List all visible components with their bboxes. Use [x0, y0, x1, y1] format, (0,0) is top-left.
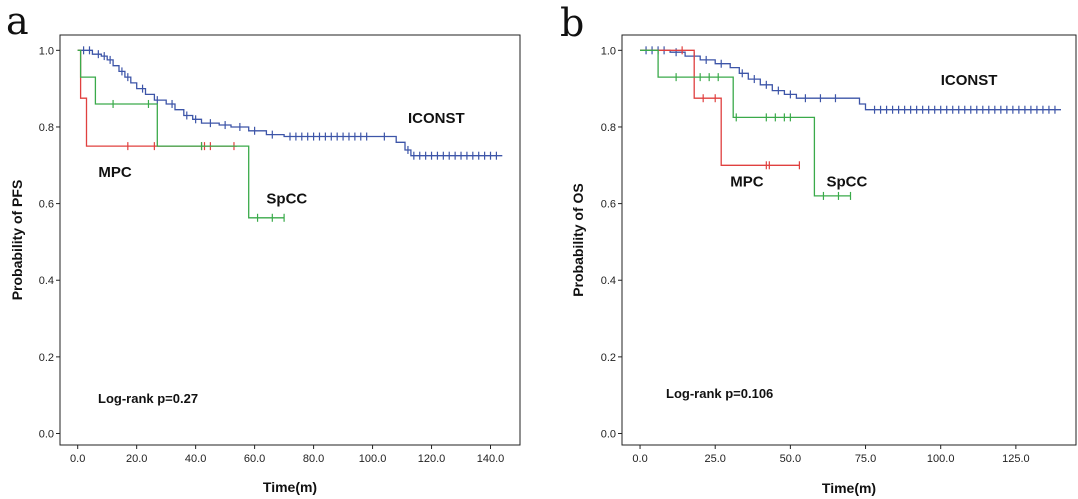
x-tick-label: 0.0	[70, 453, 85, 465]
x-tick-label: 80.0	[303, 453, 324, 465]
y-tick-label: 0.8	[39, 122, 54, 134]
x-axis-title: Time(m)	[822, 480, 876, 496]
series-iconst	[77, 46, 503, 160]
x-tick-label: 25.0	[704, 453, 725, 465]
plot-frame	[621, 34, 1077, 446]
y-axis-title: Probability of PFS	[9, 180, 25, 301]
y-tick-label: 0.4	[39, 275, 54, 287]
series-spcc	[640, 49, 852, 200]
survival-curve	[77, 49, 503, 157]
x-tick-label: 75.0	[855, 453, 876, 465]
y-tick-label: 0.0	[39, 429, 54, 441]
survival-curve	[640, 49, 800, 166]
plot-frame	[59, 34, 521, 446]
x-tick-label: 120.0	[418, 453, 446, 465]
panel-a: a 0.0 0.2 0.4 0.6 0.8 1.0 0.0 20.0 40.0 60.0 80.0 10…	[6, 0, 521, 495]
x-axis-title: Time(m)	[263, 479, 317, 495]
x-tick-label: 40.0	[185, 453, 206, 465]
x-tick-label: 125.0	[1002, 453, 1030, 465]
y-tick-label: 1.0	[601, 45, 616, 57]
survival-curve	[77, 49, 285, 219]
x-tick-label: 100.0	[927, 453, 955, 465]
series-label-mpc: MPC	[98, 164, 132, 181]
series-iconst	[640, 46, 1061, 114]
survival-curve	[640, 49, 1061, 111]
series-label-spcc: SpCC	[266, 191, 307, 208]
x-tick-label: 0.0	[632, 453, 647, 465]
series-label-iconst: ICONST	[941, 72, 998, 89]
x-tick-label: 100.0	[359, 453, 387, 465]
panel-b: b 0.0 0.2 0.4 0.6 0.8 1.0 0.0 25.0 50.0 75.0 100.0 1…	[560, 1, 1077, 496]
panel-letter: a	[6, 0, 29, 43]
y-tick-label: 0.8	[601, 122, 616, 134]
series-mpc	[640, 46, 800, 170]
y-axis-title: Probability of OS	[570, 183, 586, 297]
x-tick-label: 60.0	[244, 453, 265, 465]
series-label-spcc: SpCC	[826, 173, 867, 190]
y-tick-label: 0.0	[601, 429, 616, 441]
series-spcc	[77, 49, 285, 222]
log-rank-annotation: Log-rank p=0.106	[666, 386, 773, 401]
panel-letter: b	[560, 1, 584, 45]
y-tick-label: 0.2	[39, 352, 54, 364]
x-tick-label: 140.0	[477, 453, 505, 465]
y-tick-label: 1.0	[39, 45, 54, 57]
x-tick-label: 20.0	[126, 453, 147, 465]
y-tick-label: 0.6	[39, 199, 54, 211]
log-rank-annotation: Log-rank p=0.27	[98, 391, 198, 406]
y-tick-label: 0.2	[601, 352, 616, 364]
x-tick-label: 50.0	[780, 453, 801, 465]
y-tick-label: 0.4	[601, 275, 616, 287]
series-label-mpc: MPC	[730, 173, 764, 190]
y-tick-label: 0.6	[601, 199, 616, 211]
series-label-iconst: ICONST	[408, 110, 465, 127]
survival-curve	[640, 49, 851, 197]
